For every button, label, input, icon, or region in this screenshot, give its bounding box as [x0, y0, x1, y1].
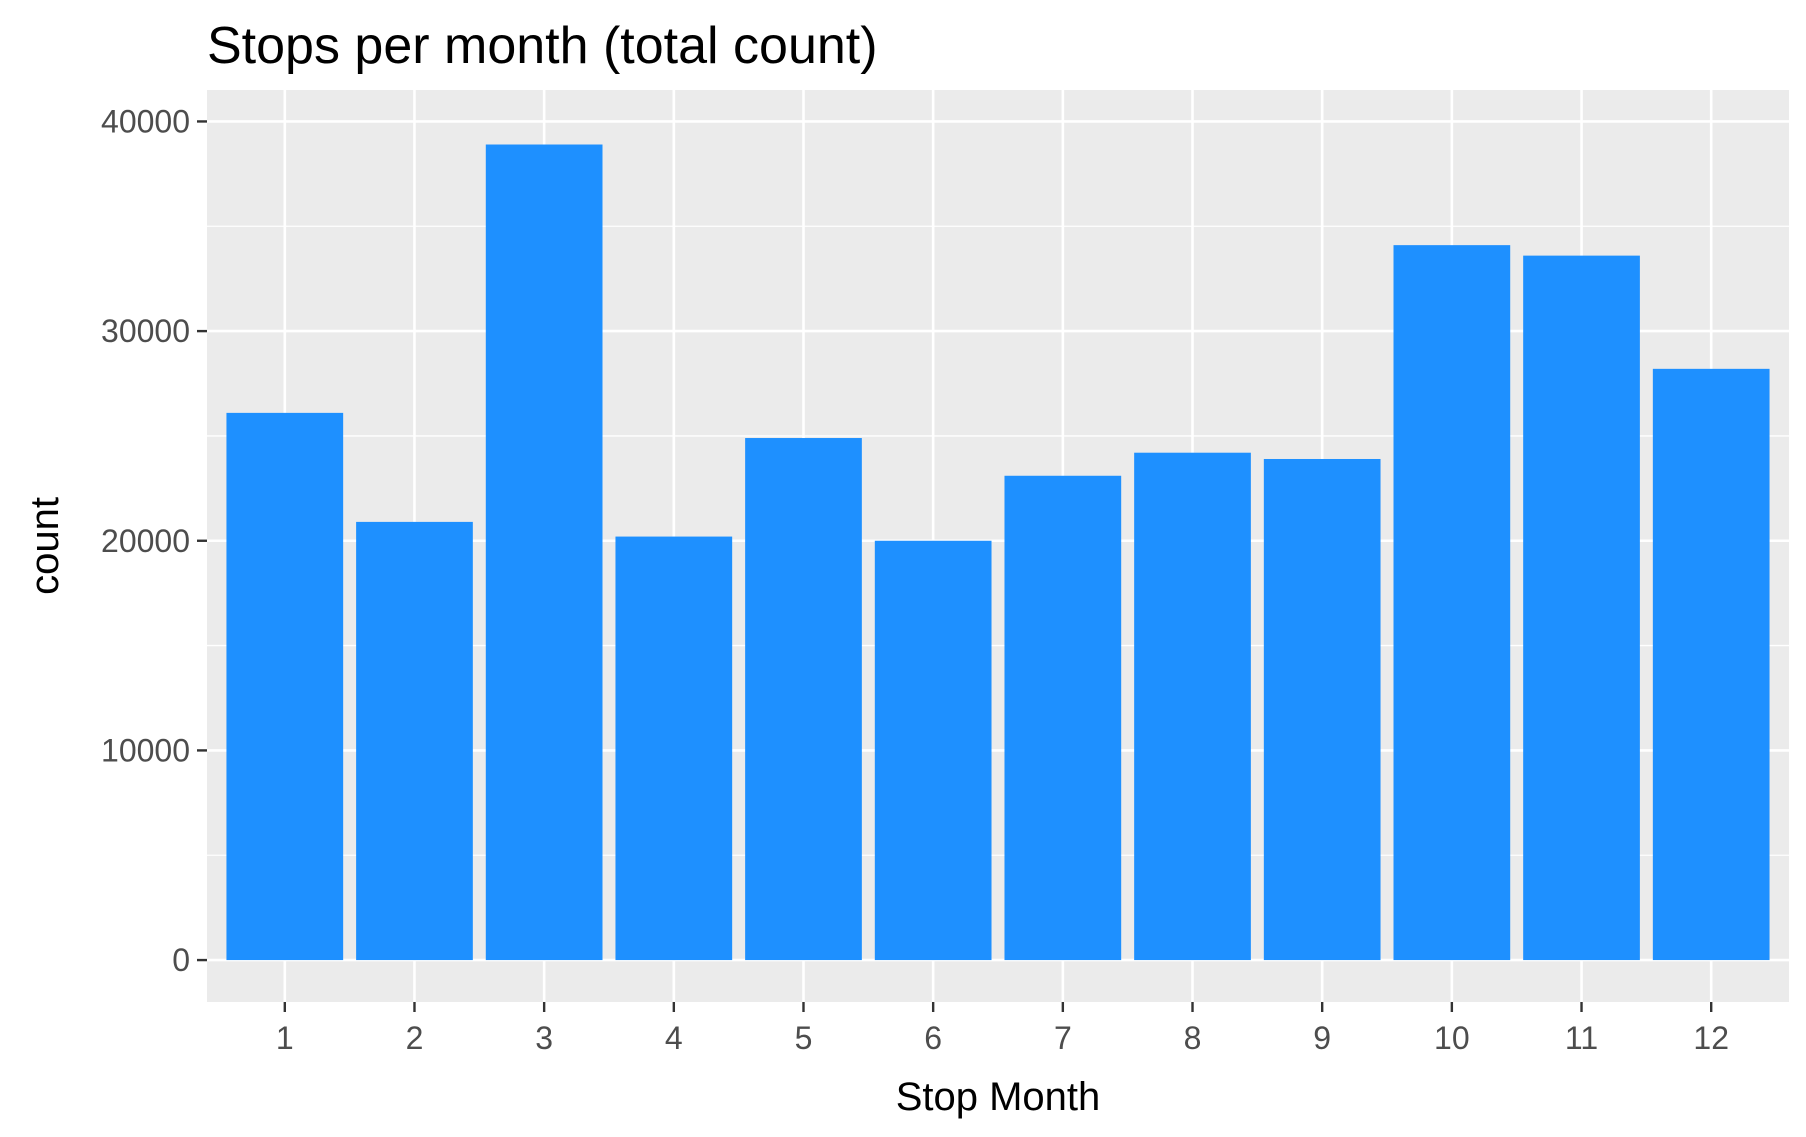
x-axis-title: Stop Month — [896, 1075, 1101, 1119]
x-tick-label: 4 — [665, 1020, 683, 1056]
x-tick-label: 12 — [1693, 1020, 1729, 1056]
x-tick-label: 7 — [1054, 1020, 1072, 1056]
x-tick-label: 2 — [406, 1020, 424, 1056]
bars — [226, 144, 1770, 961]
bar-month-10 — [1393, 245, 1511, 961]
bar-month-11 — [1523, 255, 1640, 961]
bar-month-7 — [1004, 475, 1122, 961]
bar-month-4 — [615, 536, 733, 961]
x-tick-label: 8 — [1184, 1020, 1202, 1056]
y-tick-label: 40000 — [101, 103, 190, 139]
x-tick-label: 6 — [924, 1020, 942, 1056]
y-tick-label: 20000 — [101, 523, 190, 559]
x-tick-label: 5 — [795, 1020, 813, 1056]
y-tick-label: 30000 — [101, 313, 190, 349]
bar-month-5 — [745, 438, 862, 961]
bar-month-2 — [356, 521, 473, 961]
x-tick-label: 10 — [1434, 1020, 1470, 1056]
bar-month-1 — [226, 412, 344, 961]
x-tick-label: 1 — [276, 1020, 294, 1056]
y-tick-label: 0 — [172, 942, 190, 978]
bar-month-9 — [1263, 458, 1381, 961]
x-tick-label: 3 — [535, 1020, 553, 1056]
chart-title: Stops per month (total count) — [207, 17, 878, 75]
bar-month-6 — [874, 540, 992, 961]
x-tick-label: 9 — [1313, 1020, 1331, 1056]
bar-month-12 — [1652, 368, 1770, 961]
y-axis-title: count — [23, 497, 67, 595]
y-axis: 0 10000 20000 30000 40000 — [101, 103, 207, 978]
x-tick-label: 11 — [1565, 1020, 1598, 1056]
bar-month-3 — [485, 144, 603, 961]
bar-month-8 — [1134, 452, 1251, 961]
y-tick-label: 10000 — [101, 732, 190, 768]
x-axis: 1 2 3 4 5 6 7 8 9 10 11 12 — [276, 1002, 1729, 1056]
